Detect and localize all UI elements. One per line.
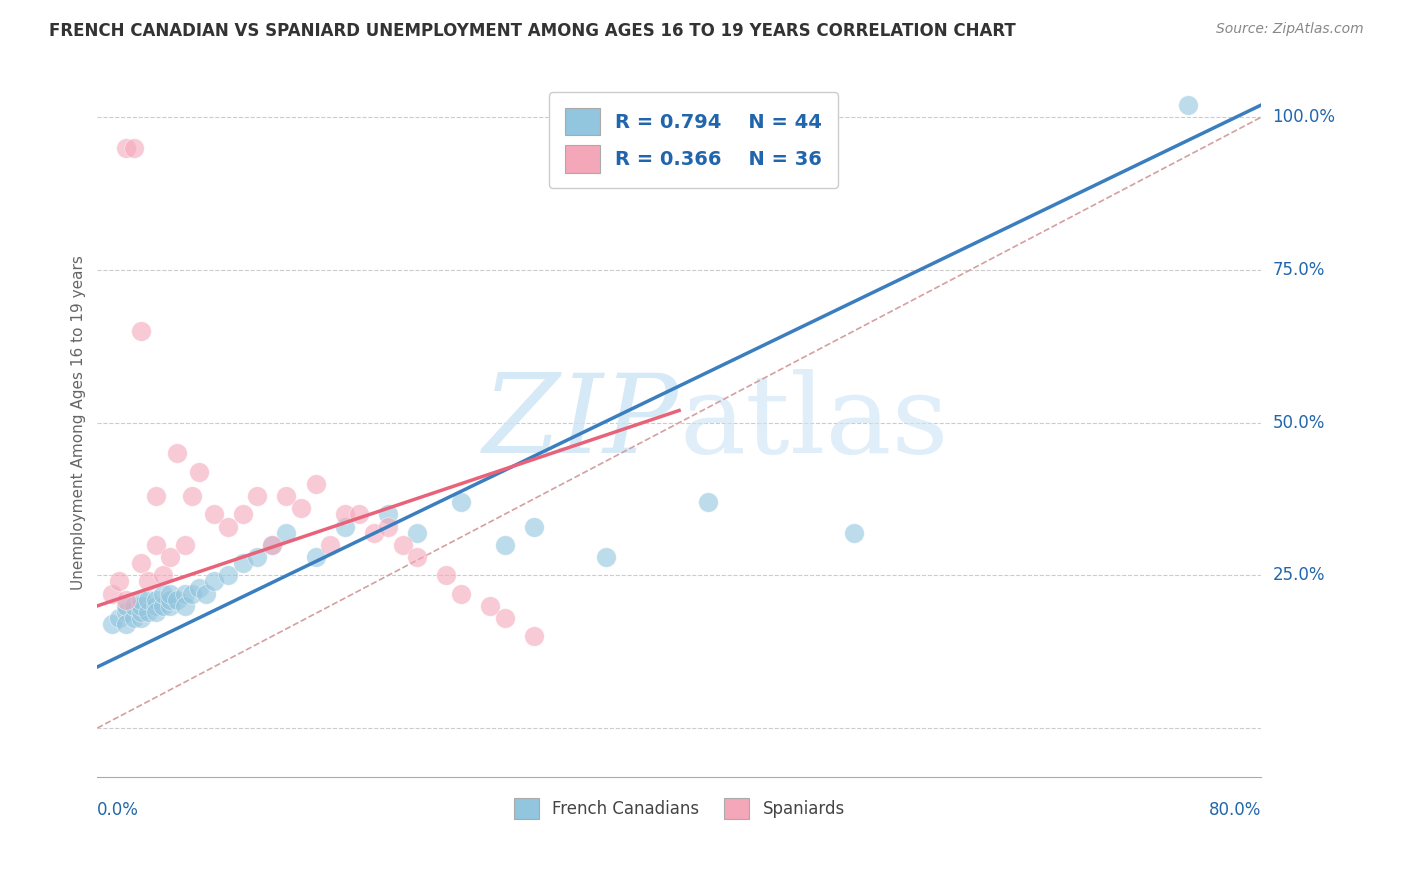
Point [304, 476, 326, 491]
Point [494, 538, 516, 552]
Point [246, 549, 269, 564]
Point [129, 324, 152, 338]
Point [129, 605, 152, 619]
Point [304, 549, 326, 564]
Point [136, 574, 159, 589]
Point [159, 592, 181, 607]
Point [166, 446, 188, 460]
Point [217, 519, 239, 533]
Point [406, 549, 429, 564]
Point [173, 538, 195, 552]
Point [101, 617, 124, 632]
Point [166, 592, 188, 607]
Point [391, 538, 413, 552]
Text: atlas: atlas [679, 369, 949, 476]
Point [115, 617, 138, 632]
Point [129, 556, 152, 570]
Point [842, 525, 865, 540]
Point [152, 568, 174, 582]
Point [101, 587, 124, 601]
Point [595, 549, 617, 564]
Point [188, 581, 211, 595]
Point [290, 501, 312, 516]
Point [406, 525, 429, 540]
Point [136, 605, 159, 619]
Text: 50.0%: 50.0% [1272, 414, 1324, 432]
Point [129, 611, 152, 625]
Point [202, 508, 225, 522]
Point [115, 599, 138, 613]
Point [145, 605, 167, 619]
Point [333, 519, 356, 533]
Point [523, 519, 546, 533]
Point [276, 525, 298, 540]
Point [108, 611, 131, 625]
Point [108, 574, 131, 589]
Point [173, 599, 195, 613]
Point [217, 568, 239, 582]
Point [136, 592, 159, 607]
Point [260, 538, 283, 552]
Point [145, 489, 167, 503]
Point [180, 489, 202, 503]
Point [246, 489, 269, 503]
Point [122, 611, 145, 625]
Point [450, 587, 472, 601]
Point [115, 141, 138, 155]
Point [333, 508, 356, 522]
Point [122, 141, 145, 155]
Point [115, 592, 138, 607]
Text: 100.0%: 100.0% [1272, 108, 1336, 127]
Point [1177, 98, 1199, 112]
Text: FRENCH CANADIAN VS SPANIARD UNEMPLOYMENT AMONG AGES 16 TO 19 YEARS CORRELATION C: FRENCH CANADIAN VS SPANIARD UNEMPLOYMENT… [49, 22, 1017, 40]
Text: 75.0%: 75.0% [1272, 261, 1324, 279]
Point [377, 508, 399, 522]
Point [195, 587, 218, 601]
Point [152, 599, 174, 613]
Point [697, 495, 720, 509]
Text: 0.0%: 0.0% [97, 801, 139, 819]
Point [159, 587, 181, 601]
Y-axis label: Unemployment Among Ages 16 to 19 years: Unemployment Among Ages 16 to 19 years [72, 255, 86, 591]
Point [479, 599, 502, 613]
Point [276, 489, 298, 503]
Point [260, 538, 283, 552]
Text: 25.0%: 25.0% [1272, 566, 1324, 584]
Point [202, 574, 225, 589]
Point [145, 592, 167, 607]
Point [129, 599, 152, 613]
Point [145, 599, 167, 613]
Point [180, 587, 202, 601]
Text: Source: ZipAtlas.com: Source: ZipAtlas.com [1216, 22, 1364, 37]
Point [115, 605, 138, 619]
Text: 80.0%: 80.0% [1209, 801, 1261, 819]
Point [494, 611, 516, 625]
Point [122, 599, 145, 613]
Point [232, 556, 254, 570]
Point [145, 538, 167, 552]
Point [377, 519, 399, 533]
Point [232, 508, 254, 522]
Point [159, 599, 181, 613]
Point [159, 549, 181, 564]
Point [188, 465, 211, 479]
Point [363, 525, 385, 540]
Text: ZIP: ZIP [484, 369, 679, 476]
Point [319, 538, 342, 552]
Point [173, 587, 195, 601]
Point [523, 629, 546, 643]
Point [129, 592, 152, 607]
Legend: French Canadians, Spaniards: French Canadians, Spaniards [508, 791, 851, 825]
Point [434, 568, 457, 582]
Point [450, 495, 472, 509]
Point [152, 587, 174, 601]
Point [347, 508, 370, 522]
